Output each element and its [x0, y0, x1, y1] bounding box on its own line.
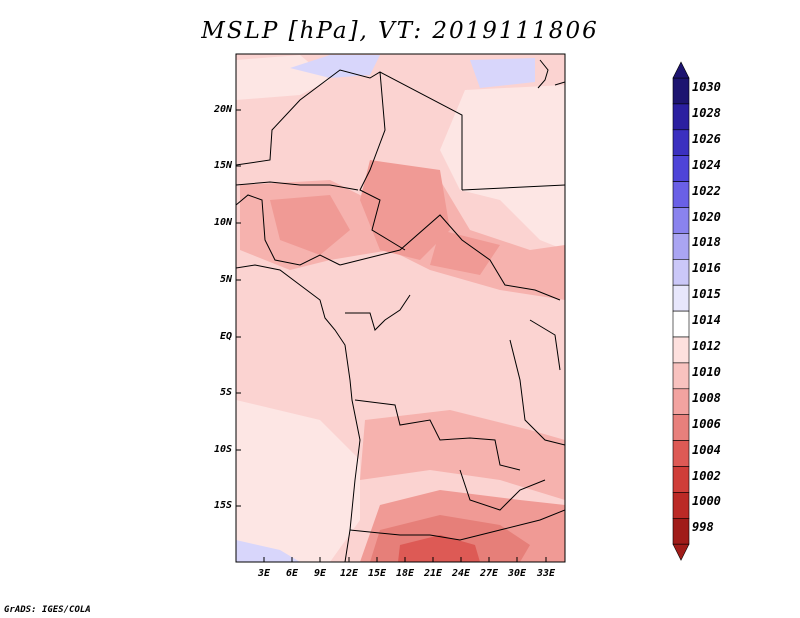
colorbar-label: 1008 — [692, 390, 721, 405]
colorbar-label: 1024 — [692, 157, 721, 172]
map-frame — [235, 53, 566, 563]
colorbar-label: 1016 — [692, 261, 721, 276]
x-tick-label: 12E — [339, 568, 359, 579]
colorbar-swatch — [672, 492, 690, 519]
footer-credit: GrADS: IGES/COLA — [4, 605, 91, 615]
y-tick-label: 10S — [213, 444, 232, 455]
colorbar-swatch — [672, 336, 690, 364]
colorbar-swatch — [672, 129, 690, 157]
colorbar-label: 1026 — [692, 131, 721, 146]
colorbar-label: 998 — [692, 520, 714, 535]
colorbar-swatch — [672, 362, 690, 390]
border-zambia — [459, 469, 546, 511]
colorbar-swatch — [672, 207, 690, 234]
colorbar-swatch — [672, 440, 690, 467]
x-tick-label: 18E — [395, 568, 415, 579]
colorbar-swatch — [672, 258, 690, 286]
colorbar-label: 1010 — [692, 364, 721, 379]
colorbar-label: 1018 — [692, 235, 721, 250]
border-east-lakes — [509, 339, 565, 446]
colorbar-swatch — [672, 103, 690, 131]
y-tick-label: 20N — [213, 104, 232, 115]
border-sudan-egypt — [461, 184, 565, 191]
colorbar-swatch — [672, 466, 690, 493]
colorbar-label: 1022 — [692, 183, 721, 198]
border-westafrica — [236, 194, 341, 266]
colorbar-label: 1012 — [692, 339, 721, 353]
borders — [236, 59, 565, 562]
colorbar-min-arrow — [672, 543, 690, 561]
x-tick-label: 33E — [536, 568, 556, 579]
colorbar-swatch — [672, 517, 690, 545]
border-central — [339, 214, 561, 301]
y-tick-label: 5N — [219, 274, 232, 285]
x-tick-label: 27E — [479, 568, 499, 579]
coastline-west — [236, 264, 361, 562]
x-tick-label: 21E — [423, 568, 443, 579]
field-1010-south — [360, 410, 565, 500]
border-niger-chad — [359, 71, 406, 251]
colorbar-label: 1020 — [692, 209, 721, 224]
field-1008-car — [430, 230, 500, 275]
colorbar-label: 1002 — [692, 468, 721, 483]
colorbar-label: 1028 — [692, 105, 721, 120]
field-1008-chad — [360, 160, 450, 260]
field-1014-northeast — [440, 85, 565, 250]
border-congo — [345, 294, 411, 331]
colorbar-label: 1030 — [692, 80, 721, 94]
field-1014-southwest — [236, 400, 360, 562]
x-tick-label: 6E — [285, 568, 299, 579]
x-tick-label: 30E — [507, 568, 527, 579]
y-tick-label: 15S — [213, 500, 232, 511]
map-title: MSLP [hPa], VT: 2019111806 — [201, 18, 599, 44]
field-1016-north — [290, 55, 380, 78]
y-tick-label: 5S — [219, 387, 232, 398]
colorbar-swatch — [672, 414, 690, 441]
field-1016-northeast — [470, 58, 535, 88]
colorbar-max-arrow — [672, 61, 690, 79]
colorbar — [672, 61, 690, 561]
pressure-field — [236, 54, 565, 562]
border-south — [349, 509, 565, 541]
border-sahel — [236, 181, 359, 191]
colorbar-label: 1000 — [692, 494, 721, 509]
colorbar-swatch — [672, 284, 690, 312]
border-uganda — [529, 319, 561, 371]
border-north — [236, 69, 463, 190]
colorbar-label: 1015 — [692, 287, 721, 302]
y-tick-label: 15N — [213, 160, 232, 171]
coast-redsea — [537, 59, 549, 89]
field-1008-nigeria — [270, 195, 350, 255]
colorbar-swatch — [672, 310, 690, 338]
border-ne — [554, 81, 565, 86]
colorbar-label: 1014 — [692, 313, 721, 328]
y-tick-label: 10N — [213, 217, 232, 228]
x-tick-label: 3E — [257, 568, 271, 579]
colorbar-swatch — [672, 388, 690, 415]
x-tick-label: 15E — [367, 568, 387, 579]
colorbar-swatch — [672, 181, 690, 208]
colorbar-swatch — [672, 77, 690, 105]
x-tick-label: 24E — [451, 568, 471, 579]
colorbar-swatch — [672, 233, 690, 260]
field-1004-low — [398, 535, 480, 562]
y-tick-label: EQ — [219, 331, 232, 342]
field-1016-southwest — [236, 540, 300, 562]
colorbar-label: 1006 — [692, 416, 721, 431]
border-angola-drc — [354, 399, 521, 471]
colorbar-label: 1004 — [692, 442, 721, 457]
colorbar-swatch — [672, 155, 690, 182]
x-tick-label: 9E — [313, 568, 327, 579]
